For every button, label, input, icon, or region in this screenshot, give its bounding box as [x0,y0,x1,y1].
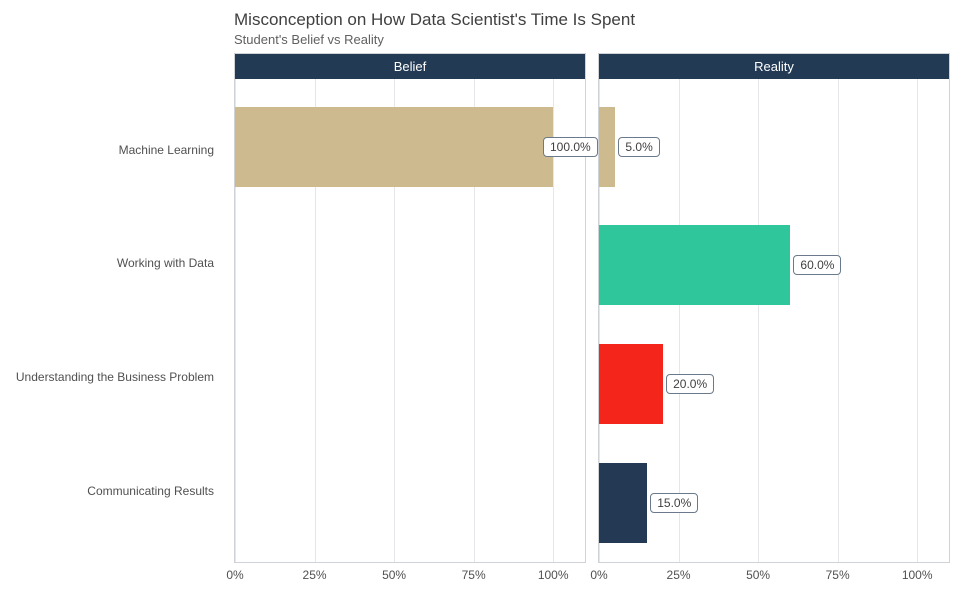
gridline [758,79,759,562]
bar [599,463,647,543]
x-tick-label: 75% [826,568,850,582]
value-label: 60.0% [793,255,841,275]
x-tick-label: 50% [746,568,770,582]
y-category-label: Working with Data [0,256,214,270]
y-axis-categories: Machine Learning Working with Data Underst… [0,85,218,547]
panel-header: Belief [235,54,585,79]
value-label: 100.0% [543,137,598,157]
y-category-label: Machine Learning [0,143,214,157]
panel-header: Reality [599,54,949,79]
bar [599,344,663,424]
chart-subtitle: Student's Belief vs Reality [234,32,955,47]
chart-container: Misconception on How Data Scientist's Ti… [0,0,969,593]
facet-panel: Belief100.0%0%25%50%75%100% [234,53,586,563]
plot-area: 100.0%0%25%50%75%100% [235,79,585,562]
x-tick-label: 25% [667,568,691,582]
x-axis: 0%25%50%75%100% [235,562,585,590]
value-label: 15.0% [650,493,698,513]
x-tick-label: 50% [382,568,406,582]
y-category-label: Understanding the Business Problem [0,370,214,384]
gridline [838,79,839,562]
bar [235,107,553,187]
plot-area: 5.0%60.0%20.0%15.0%0%25%50%75%100% [599,79,949,562]
bar [599,225,790,305]
bar [599,107,615,187]
value-label: 20.0% [666,374,714,394]
x-tick-label: 25% [303,568,327,582]
x-axis: 0%25%50%75%100% [599,562,949,590]
gridline [917,79,918,562]
x-tick-label: 0% [590,568,607,582]
facet-panels: Belief100.0%0%25%50%75%100% Reality 5.0% 60… [234,53,955,563]
gridline [679,79,680,562]
y-category-label: Communicating Results [0,484,214,498]
chart-title: Misconception on How Data Scientist's Ti… [234,10,955,30]
x-tick-label: 100% [902,568,933,582]
x-tick-label: 0% [226,568,243,582]
x-tick-label: 100% [538,568,569,582]
value-label: 5.0% [618,137,659,157]
facet-panel: Reality5.0%60.0%20.0%15.0%0%25%50%75%100… [598,53,950,563]
x-tick-label: 75% [462,568,486,582]
